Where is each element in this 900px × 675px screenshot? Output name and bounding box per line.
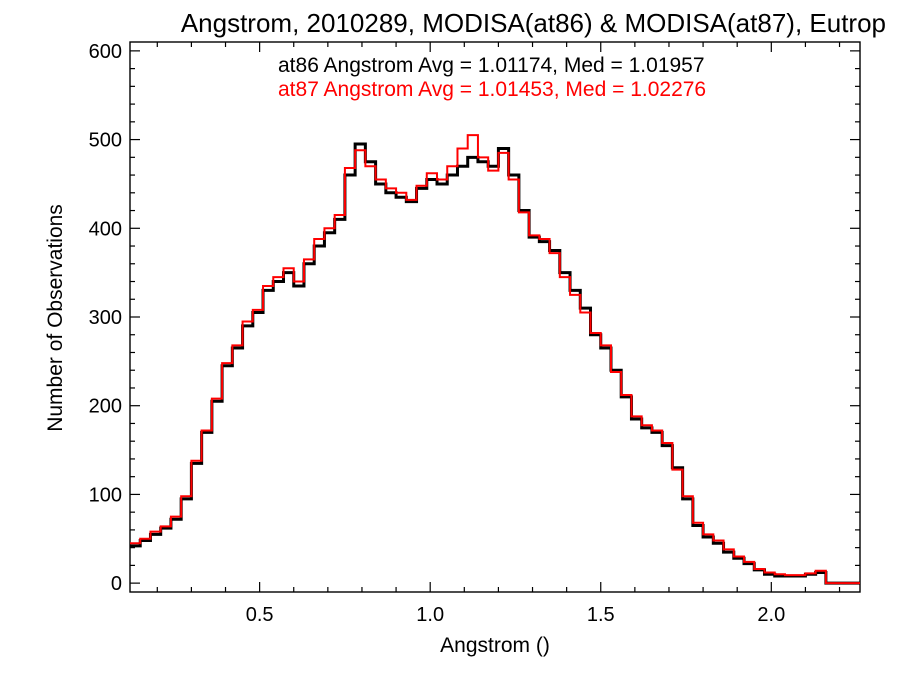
y-tick-label: 200 — [89, 396, 122, 418]
y-tick-label: 500 — [89, 130, 122, 152]
y-axis-label: Number of Observations — [44, 204, 67, 432]
chart-title: Angstrom, 2010289, MODISA(at86) & MODISA… — [181, 8, 886, 38]
y-tick-label: 400 — [89, 218, 122, 240]
series-at87-line — [130, 134, 860, 585]
plot-frame — [129, 41, 861, 593]
series-at86-line — [130, 142, 860, 585]
x-tick-label: 1.5 — [587, 604, 615, 626]
y-tick-label: 300 — [89, 307, 122, 329]
axis-ticks — [130, 42, 860, 592]
annotation-at86: at86 Angstrom Avg = 1.01174, Med = 1.019… — [278, 54, 705, 77]
x-tick-label: 0.5 — [246, 604, 274, 626]
x-tick-label: 2.0 — [757, 604, 785, 626]
x-tick-label: 1.0 — [416, 604, 444, 626]
annotation-at87: at87 Angstrom Avg = 1.01453, Med = 1.022… — [278, 78, 706, 101]
histogram-series — [130, 134, 860, 585]
y-tick-label: 100 — [89, 484, 122, 506]
y-tick-label: 0 — [111, 573, 122, 595]
x-axis-label: Angstrom () — [440, 634, 550, 657]
tick-labels: 0.5 1.0 1.5 2.0 0 100 200 300 400 500 600 — [89, 41, 786, 626]
y-tick-label: 600 — [89, 41, 122, 63]
